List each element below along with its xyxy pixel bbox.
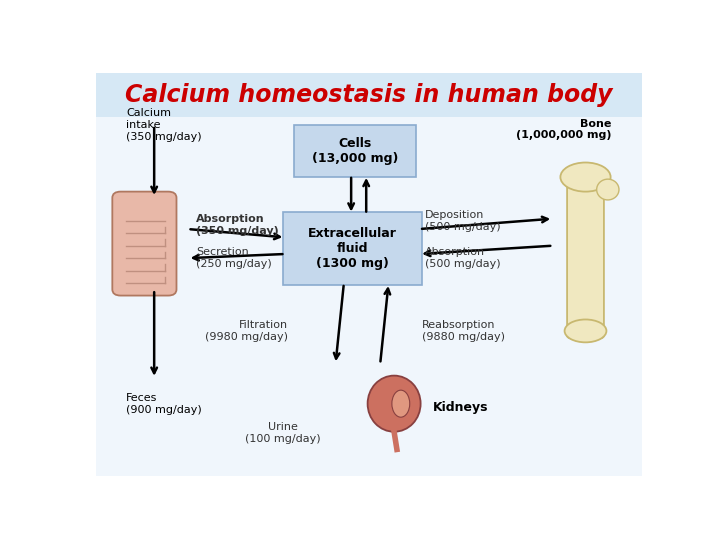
FancyBboxPatch shape <box>112 192 176 295</box>
Text: Absorption
(350 mg/day): Absorption (350 mg/day) <box>196 214 279 235</box>
Text: Deposition
(500 mg/day): Deposition (500 mg/day) <box>425 210 500 232</box>
Text: Calcium
intake
(350 mg/day): Calcium intake (350 mg/day) <box>126 109 202 141</box>
FancyBboxPatch shape <box>96 117 642 476</box>
Text: Urine
(100 mg/day): Urine (100 mg/day) <box>245 422 320 443</box>
Text: Calcium homeostasis in human body: Calcium homeostasis in human body <box>125 83 613 107</box>
Text: Absorption
(500 mg/day): Absorption (500 mg/day) <box>425 247 500 269</box>
Ellipse shape <box>597 179 619 200</box>
Text: Bone
(1,000,000 mg): Bone (1,000,000 mg) <box>516 119 612 140</box>
FancyBboxPatch shape <box>567 174 604 339</box>
Ellipse shape <box>368 376 420 432</box>
Text: Kidneys: Kidneys <box>433 401 489 414</box>
Ellipse shape <box>392 390 410 417</box>
Text: Cells
(13,000 mg): Cells (13,000 mg) <box>312 137 398 165</box>
Text: Reabsorption
(9880 mg/day): Reabsorption (9880 mg/day) <box>422 320 505 342</box>
Text: Feces
(900 mg/day): Feces (900 mg/day) <box>126 393 202 415</box>
FancyBboxPatch shape <box>96 73 642 117</box>
FancyBboxPatch shape <box>294 125 416 177</box>
Ellipse shape <box>560 163 611 192</box>
Text: Secretion
(250 mg/day): Secretion (250 mg/day) <box>196 247 271 269</box>
Ellipse shape <box>564 320 606 342</box>
Text: Extracellular
fluid
(1300 mg): Extracellular fluid (1300 mg) <box>308 227 397 271</box>
FancyBboxPatch shape <box>282 212 422 285</box>
Text: Filtration
(9980 mg/day): Filtration (9980 mg/day) <box>205 320 288 342</box>
